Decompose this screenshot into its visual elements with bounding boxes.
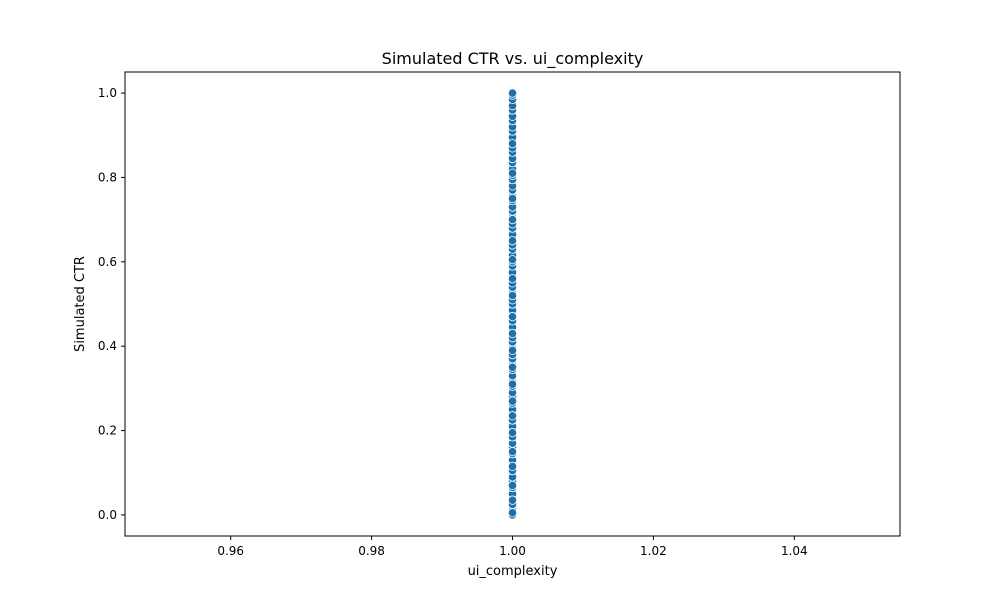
- scatter-point: [507, 428, 518, 438]
- scatter-point: [507, 447, 518, 457]
- scatter-point: [507, 274, 518, 284]
- scatter-point: [507, 193, 518, 204]
- scatter-point: [507, 215, 518, 225]
- scatter-point: [507, 461, 518, 471]
- scatter-point: [507, 236, 518, 246]
- scatter-point: [507, 312, 518, 322]
- scatter-points: [507, 88, 518, 520]
- scatter-point: [507, 345, 518, 355]
- scatter-point: [507, 396, 518, 406]
- scatter-point: [507, 255, 518, 265]
- y-tick-label: 0.2: [98, 424, 117, 438]
- scatter-point: [507, 480, 518, 490]
- y-tick-label: 1.0: [98, 86, 117, 100]
- scatter-point: [507, 495, 518, 505]
- scatter-point: [507, 88, 518, 98]
- x-tick-label: 0.98: [358, 544, 385, 558]
- y-axis-label: Simulated CTR: [73, 256, 88, 352]
- x-axis-label: ui_complexity: [468, 564, 558, 579]
- scatter-point: [507, 290, 518, 301]
- y-tick-label: 0.4: [98, 339, 117, 353]
- scatter-point: [507, 411, 518, 421]
- scatter-point: [507, 508, 518, 518]
- chart-title: Simulated CTR vs. ui_complexity: [382, 49, 644, 69]
- x-tick-label: 1.00: [499, 544, 526, 558]
- scatter-point: [507, 328, 518, 339]
- x-tick-label: 1.02: [640, 544, 667, 558]
- scatter-point: [507, 379, 518, 389]
- scatter-point: [507, 362, 518, 372]
- x-axis-ticks: 0.96 0.98 1.00 1.02 1.04: [217, 536, 808, 558]
- scatter-point: [507, 168, 518, 178]
- y-tick-label: 0.0: [98, 508, 117, 522]
- scatter-point: [507, 139, 518, 149]
- y-tick-label: 0.8: [98, 170, 117, 184]
- y-axis-ticks: 0.0 0.2 0.4 0.6 0.8 1.0: [98, 86, 125, 522]
- y-tick-label: 0.6: [98, 255, 117, 269]
- x-tick-label: 0.96: [217, 544, 244, 558]
- x-tick-label: 1.04: [781, 544, 808, 558]
